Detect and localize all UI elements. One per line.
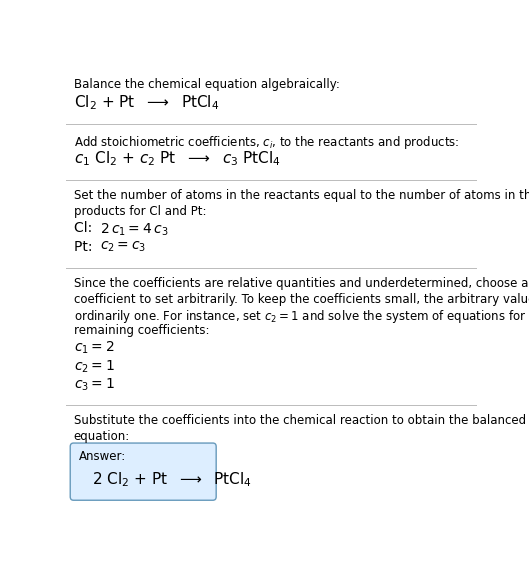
Text: Pt:: Pt: — [74, 239, 101, 253]
Text: equation:: equation: — [74, 430, 130, 443]
Text: $c_1 = 2$: $c_1 = 2$ — [74, 340, 114, 356]
Text: ordinarily one. For instance, set $c_2 = 1$ and solve the system of equations fo: ordinarily one. For instance, set $c_2 =… — [74, 308, 529, 325]
Text: $c_1$ Cl$_2$ + $c_2$ Pt  $\longrightarrow$  $c_3$ PtCl$_4$: $c_1$ Cl$_2$ + $c_2$ Pt $\longrightarrow… — [74, 149, 280, 168]
Text: 2 Cl$_2$ + Pt  $\longrightarrow$  PtCl$_4$: 2 Cl$_2$ + Pt $\longrightarrow$ PtCl$_4$ — [92, 471, 252, 489]
Text: Answer:: Answer: — [78, 450, 126, 463]
Text: $c_2 = 1$: $c_2 = 1$ — [74, 358, 114, 375]
Text: $2\,c_1 = 4\,c_3$: $2\,c_1 = 4\,c_3$ — [100, 221, 169, 238]
Text: $c_2 = c_3$: $c_2 = c_3$ — [100, 239, 147, 254]
Text: remaining coefficients:: remaining coefficients: — [74, 324, 209, 337]
Text: Substitute the coefficients into the chemical reaction to obtain the balanced: Substitute the coefficients into the che… — [74, 414, 526, 427]
Text: Balance the chemical equation algebraically:: Balance the chemical equation algebraica… — [74, 78, 340, 91]
Text: coefficient to set arbitrarily. To keep the coefficients small, the arbitrary va: coefficient to set arbitrarily. To keep … — [74, 293, 529, 306]
Text: Cl:: Cl: — [74, 221, 101, 235]
Text: Since the coefficients are relative quantities and underdetermined, choose a: Since the coefficients are relative quan… — [74, 277, 528, 290]
Text: Set the number of atoms in the reactants equal to the number of atoms in the: Set the number of atoms in the reactants… — [74, 189, 529, 202]
Text: products for Cl and Pt:: products for Cl and Pt: — [74, 205, 206, 218]
Text: Add stoichiometric coefficients, $c_i$, to the reactants and products:: Add stoichiometric coefficients, $c_i$, … — [74, 134, 459, 151]
FancyBboxPatch shape — [70, 443, 216, 500]
Text: Cl$_2$ + Pt  $\longrightarrow$  PtCl$_4$: Cl$_2$ + Pt $\longrightarrow$ PtCl$_4$ — [74, 94, 219, 112]
Text: $c_3 = 1$: $c_3 = 1$ — [74, 376, 114, 393]
